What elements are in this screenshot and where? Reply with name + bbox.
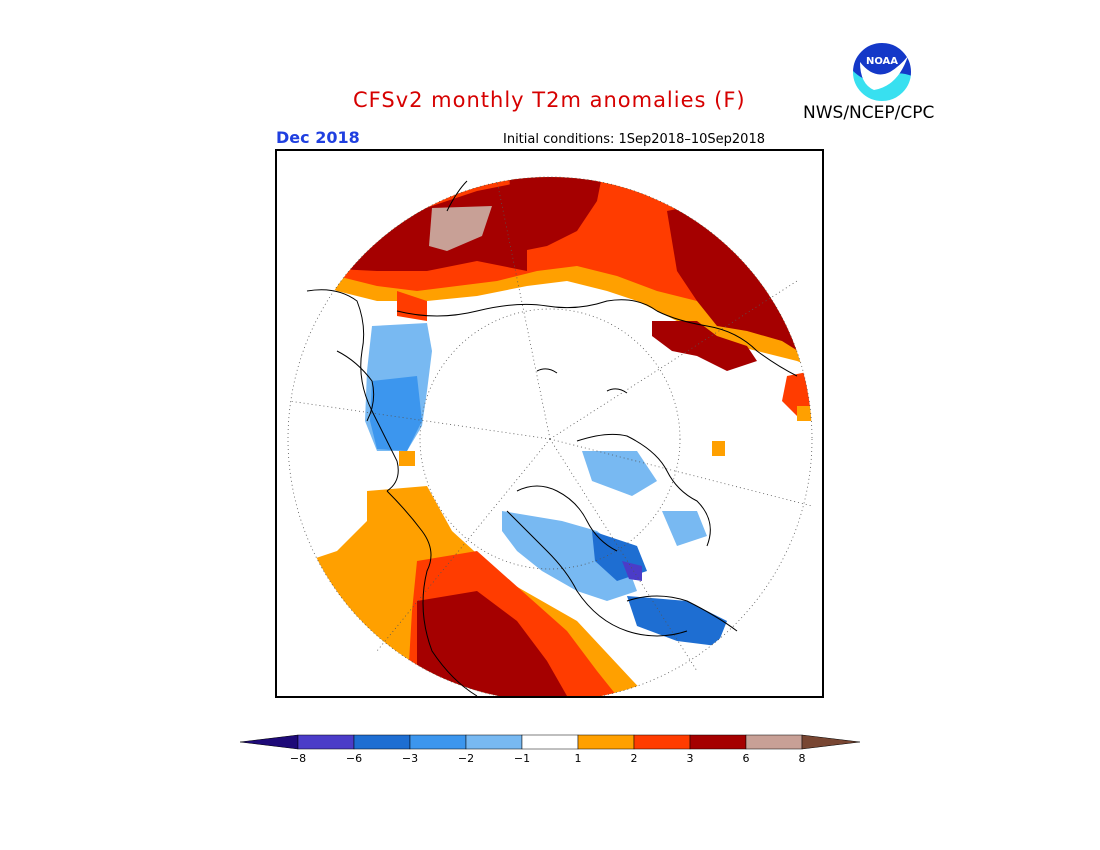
swatch — [521, 734, 579, 750]
colorbar-tick-label: 6 — [742, 752, 750, 765]
swatch-arrow-left — [239, 734, 299, 750]
noaa-logo-text: NOAA — [866, 56, 898, 67]
graticule — [287, 176, 813, 696]
cold-region-canada-extreme — [622, 561, 642, 581]
swatch-arrow-right — [801, 734, 861, 750]
colorbar-tick-label: −6 — [345, 752, 363, 765]
colorbar — [239, 734, 861, 750]
agency-label: NWS/NCEP/CPC — [803, 103, 935, 123]
swatch — [353, 734, 411, 750]
warm-spot-1 — [712, 441, 725, 456]
initial-conditions-label: Initial conditions: 1Sep2018–10Sep2018 — [503, 132, 765, 147]
colorbar-tick-label: 1 — [574, 752, 582, 765]
colorbar-tick-label: 8 — [798, 752, 806, 765]
warm-region-6 — [652, 321, 757, 371]
extreme-warm-spot — [429, 206, 492, 251]
map-frame — [275, 149, 824, 698]
cold-region-canada-1 — [502, 511, 637, 601]
warm-spot-small — [397, 291, 427, 321]
colorbar-tick-label: −1 — [513, 752, 531, 765]
warm-region-africa-3 — [417, 591, 567, 696]
colorbar-tick-label: 2 — [630, 752, 638, 765]
colorbar-swatches — [239, 734, 861, 750]
noaa-logo: NOAA — [851, 41, 913, 103]
colorbar-tick-label: 3 — [686, 752, 694, 765]
polar-map — [287, 176, 813, 696]
cold-region-greenland — [582, 451, 657, 496]
swatch — [465, 734, 523, 750]
swatch — [409, 734, 467, 750]
forecast-month-label: Dec 2018 — [276, 128, 360, 147]
swatch — [745, 734, 803, 750]
coastlines — [306, 180, 798, 696]
warm-spot-2 — [797, 406, 812, 421]
map-title: CFSv2 monthly T2m anomalies (F) — [353, 88, 746, 112]
swatch — [633, 734, 691, 750]
cold-region-europe-core — [370, 376, 422, 451]
warm-region-3 — [307, 181, 527, 271]
warm-spot-3 — [399, 451, 415, 466]
cold-region-labrador — [662, 511, 707, 546]
swatch — [689, 734, 747, 750]
colorbar-tick-label: −2 — [457, 752, 475, 765]
colorbar-tick-label: −8 — [289, 752, 307, 765]
swatch — [577, 734, 635, 750]
cold-region-canada-2 — [627, 596, 727, 646]
colorbar-tick-label: −3 — [401, 752, 419, 765]
anomaly-field — [288, 177, 812, 696]
swatch — [297, 734, 355, 750]
warm-region-4 — [507, 177, 607, 251]
